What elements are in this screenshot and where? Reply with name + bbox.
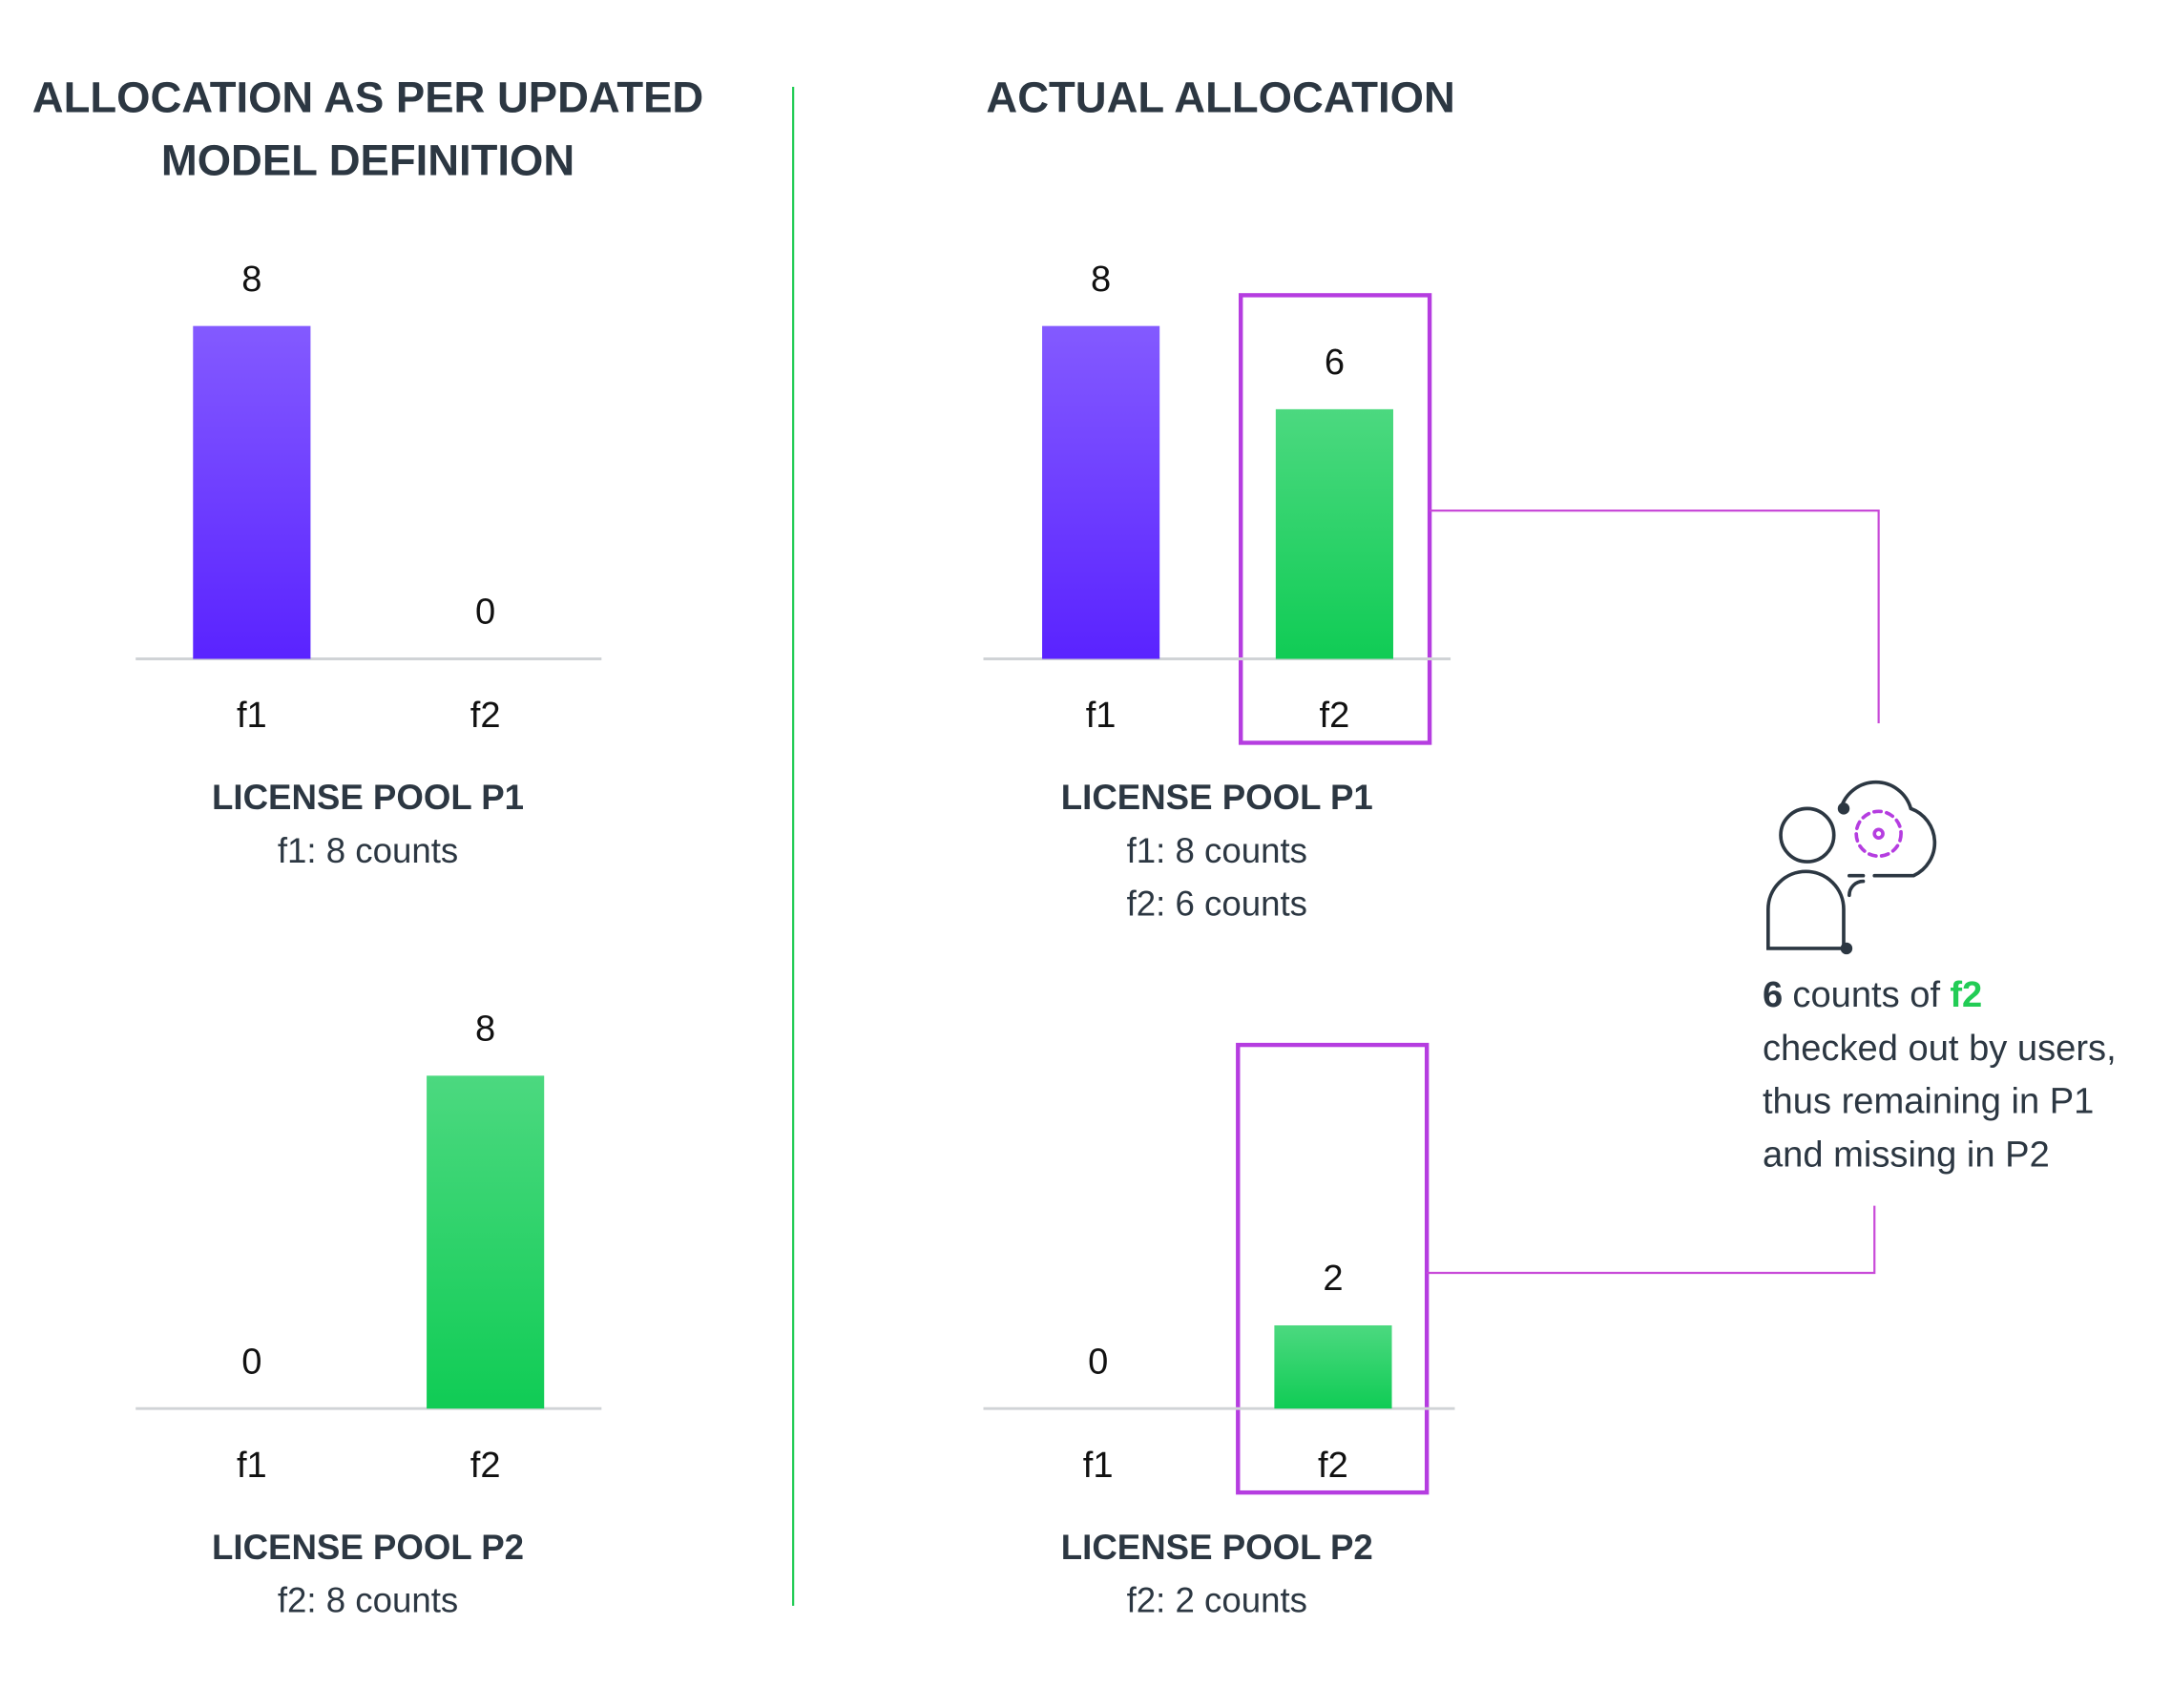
- annotation-line: checked out by users,: [1763, 1029, 2117, 1069]
- category-label: f1: [1086, 696, 1117, 736]
- left-title: ALLOCATION AS PER UPDATED: [32, 73, 703, 122]
- annotation-feature: f2: [1950, 975, 1982, 1015]
- connector: [1430, 510, 1880, 723]
- annotation-line: and missing in P2: [1763, 1135, 2050, 1175]
- value-label: 0: [475, 593, 495, 633]
- category-label: f1: [237, 1446, 267, 1486]
- bar: [1042, 325, 1160, 659]
- pool-title: LICENSE POOL P2: [1061, 1528, 1373, 1567]
- pool-subtitle: f2: 2 counts: [1127, 1581, 1307, 1620]
- bar: [1274, 1324, 1392, 1409]
- category-label: f1: [237, 696, 267, 736]
- category-label: f1: [1083, 1446, 1114, 1486]
- annotation-line: 6 counts of f2: [1763, 975, 1982, 1015]
- category-label: f2: [1318, 1446, 1348, 1486]
- left-title: MODEL DEFINITION: [161, 136, 574, 185]
- bar: [427, 1075, 545, 1409]
- pool-subtitle: f1: 8 counts: [1127, 831, 1307, 870]
- value-label: 0: [1088, 1342, 1108, 1382]
- pool-title: LICENSE POOL P1: [212, 778, 524, 817]
- highlight-box: [1236, 1042, 1430, 1495]
- pool-title: LICENSE POOL P2: [212, 1528, 524, 1567]
- right-title: ACTUAL ALLOCATION: [986, 73, 1454, 122]
- value-label: 2: [1323, 1259, 1343, 1299]
- bar: [193, 325, 311, 659]
- connector: [1427, 1205, 1876, 1275]
- user-cloud-icon: [1766, 780, 1937, 955]
- pool-subtitle: f2: 6 counts: [1127, 885, 1307, 924]
- annotation-line: thus remaining in P1: [1763, 1082, 2094, 1122]
- value-label: 8: [241, 260, 261, 300]
- category-label: f2: [470, 696, 501, 736]
- value-label: 8: [1091, 260, 1111, 300]
- category-label: f2: [1320, 696, 1350, 736]
- value-label: 6: [1325, 343, 1345, 383]
- pool-subtitle: f2: 8 counts: [278, 1581, 458, 1620]
- value-label: 8: [475, 1009, 495, 1049]
- value-label: 0: [241, 1342, 261, 1382]
- annotation-count: 6: [1763, 975, 1783, 1015]
- pool-title: LICENSE POOL P1: [1061, 778, 1373, 817]
- bar: [1275, 408, 1393, 659]
- annotation-text: counts of: [1792, 975, 1940, 1015]
- pool-subtitle: f1: 8 counts: [278, 831, 458, 870]
- highlight-box: [1239, 293, 1432, 745]
- category-label: f2: [470, 1446, 501, 1486]
